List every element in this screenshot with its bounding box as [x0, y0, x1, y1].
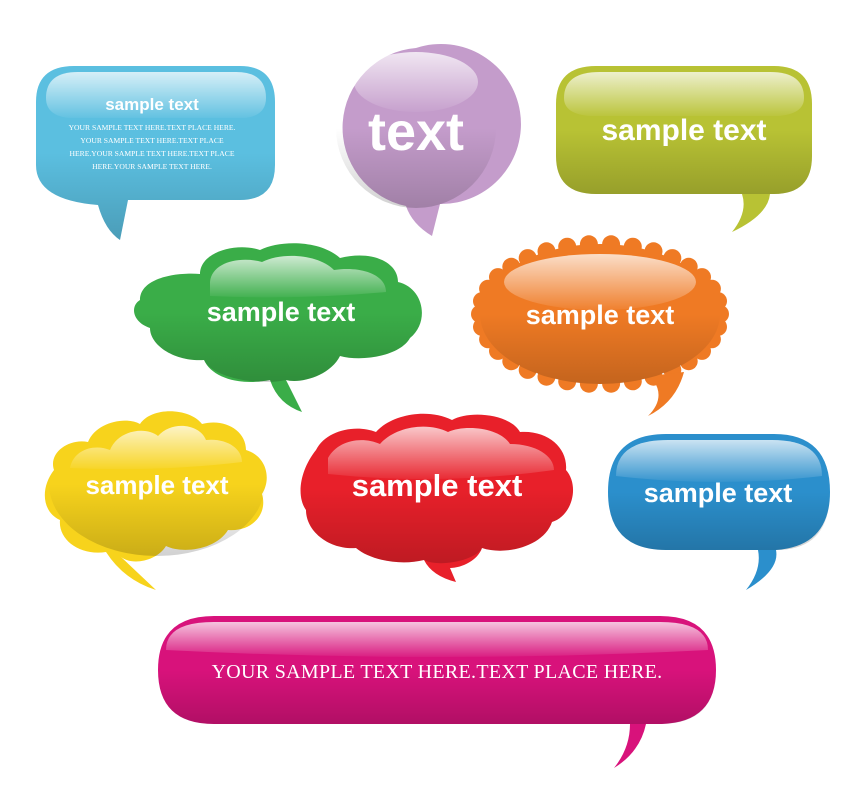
pink-wide-bubble: YOUR SAMPLE TEXT HERE.TEXT PLACE HERE. — [158, 616, 716, 768]
blue-rect-line-1: YOUR SAMPLE TEXT HERE.TEXT PLACE HERE. — [69, 123, 236, 132]
yellow-cloud-label: sample text — [85, 470, 228, 500]
blue-rect-title: sample text — [105, 95, 199, 114]
lime-rect-label: sample text — [601, 114, 766, 147]
green-cloud-bubble: sample text — [134, 243, 422, 412]
blue-rect-bubble: sample text YOUR SAMPLE TEXT HERE.TEXT P… — [36, 66, 275, 240]
orange-scallop-bubble: sample text — [471, 235, 729, 416]
orange-scallop-label: sample text — [526, 300, 675, 330]
blue-oval-bubble: sample text — [608, 434, 830, 590]
yellow-cloud-bubble: sample text — [44, 411, 267, 590]
purple-round-bubble: text — [336, 44, 521, 236]
blue-oval-label: sample text — [644, 478, 793, 508]
lime-rect-bubble: sample text — [556, 66, 812, 232]
blue-rect-line-4: HERE.YOUR SAMPLE TEXT HERE. — [92, 162, 212, 171]
red-cloud-bubble: sample text — [300, 413, 574, 582]
pink-wide-label: YOUR SAMPLE TEXT HERE.TEXT PLACE HERE. — [212, 661, 663, 683]
blue-rect-line-2: YOUR SAMPLE TEXT HERE.TEXT PLACE — [80, 136, 224, 145]
red-cloud-label: sample text — [352, 468, 523, 503]
purple-round-label: text — [368, 102, 464, 162]
green-cloud-label: sample text — [207, 297, 356, 327]
blue-rect-line-3: HERE.YOUR SAMPLE TEXT HERE.TEXT PLACE — [70, 149, 235, 158]
